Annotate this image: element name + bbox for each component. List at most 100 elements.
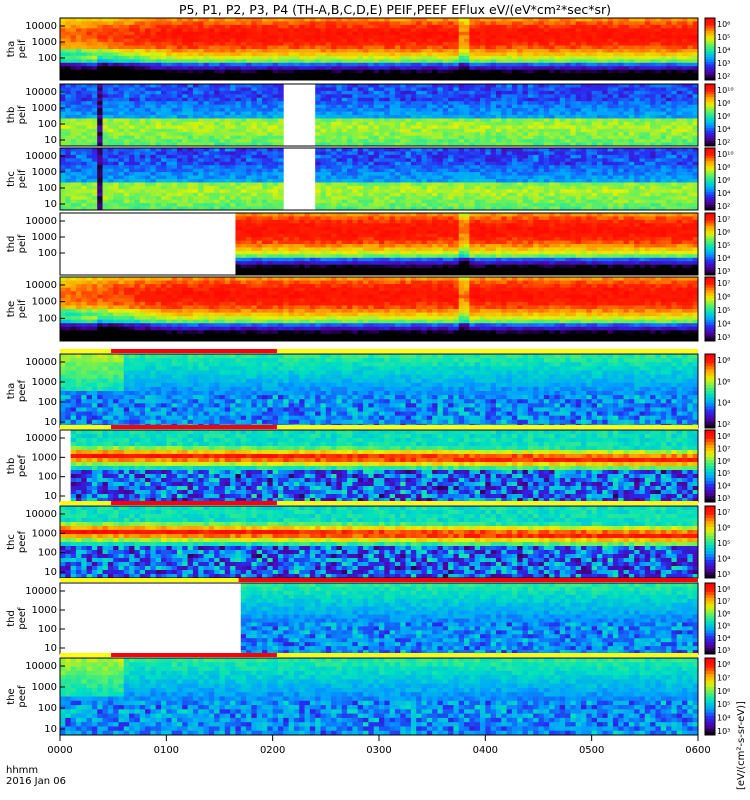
quality-flag-segment — [111, 653, 277, 657]
spectrogram-cells — [240, 583, 699, 655]
panel-thc-peef: 10000 1000 100 10 thcpeef 10⁷ 10⁶ 10⁵ 10⁴ 10³ — [6, 501, 730, 579]
figure-title: P5, P1, P2, P3, P4 (TH-A,B,C,D,E) PEIF,P… — [179, 2, 611, 17]
colorbar-tick-label: 10⁴ — [717, 482, 730, 491]
colorbar-tick-label: 10¹⁰ — [717, 86, 734, 95]
quality-flag-bar — [60, 501, 698, 505]
panel-tha-peif: 10000 1000 100 thapeif 10⁶ 10⁵ 10⁴ 10³ 10² — [6, 17, 730, 81]
colorbar-tick-label: 10⁴ — [717, 125, 730, 134]
y-tick-label: 100 — [38, 313, 57, 324]
colorbar: 10⁷ 10⁶ 10⁵ 10⁴ 10³ — [704, 212, 730, 276]
y-tick-label: 100 — [38, 248, 57, 259]
y-tick-label: 100 — [38, 472, 57, 483]
y-tick-label: 100 — [38, 183, 57, 194]
y-tick-label: 100 — [38, 624, 57, 635]
colorbar-tick-label: 10⁴ — [717, 320, 730, 329]
y-tick-label: 10 — [44, 567, 57, 578]
y-tick-label: 10000 — [25, 661, 57, 672]
quality-flag-bar — [60, 349, 698, 353]
colorbar-tick-label: 10¹⁰ — [717, 150, 734, 159]
colorbar-tick-label: 10⁶ — [717, 524, 730, 533]
colorbar-tick-label: 10⁶ — [717, 687, 730, 696]
y-tick-label: 10000 — [25, 151, 57, 162]
panel-frame — [59, 17, 699, 81]
colorbar-tick-label: 10⁵ — [717, 306, 730, 315]
y-tick-label: 100 — [38, 397, 57, 408]
panel-label: thapeif — [6, 39, 28, 58]
colorbar-tick-label: 10⁶ — [717, 20, 730, 29]
colorbar-tick-label: 10⁴ — [717, 634, 730, 643]
colorbar-tick-label: 10⁸ — [717, 432, 730, 441]
colorbar-tick-label: 10⁶ — [717, 293, 730, 302]
y-tick-label: 10000 — [25, 87, 57, 98]
colorbar-tick-label: 10⁴ — [717, 714, 730, 723]
colorbar-tick-label: 10⁶ — [717, 176, 730, 185]
spectrogram-cells — [70, 430, 699, 503]
colorbar-tick-label: 10² — [717, 420, 730, 429]
colorbar-tick-label: 10⁸ — [717, 660, 730, 669]
y-tick-label: 100 — [38, 53, 57, 64]
quality-flag-segment — [111, 501, 277, 505]
panels-group: 10000 1000 100 thapeif 10⁶ 10⁵ 10⁴ 10³ 10² 10000 1… — [6, 17, 734, 736]
colorbar-tick-label: 10⁵ — [717, 33, 730, 42]
spectrogram-cells — [60, 658, 699, 736]
panel-the-peif: 10000 1000 100 thepeif 10⁷ 10⁶ 10⁵ 10⁴ 10³ — [6, 276, 730, 342]
spectrogram-cells — [60, 277, 699, 342]
y-tick-label: 1000 — [32, 37, 57, 48]
panel-label: thepeif — [6, 299, 28, 318]
y-tick-label: 10 — [44, 199, 57, 210]
y-tick-label: 10000 — [25, 357, 57, 368]
panel-label: thapeef — [6, 379, 28, 402]
colorbar: 10⁸ 10⁷ 10⁶ 10⁵ 10⁴ 10³ — [704, 657, 730, 736]
colorbar: 10⁸ 10⁷ 10⁶ 10⁵ 10⁴ 10³ — [704, 582, 730, 655]
date-label: 2016 Jan 06 — [6, 776, 66, 787]
x-tick-label: 0300 — [366, 745, 391, 756]
colorbar-tick-label: 10⁷ — [717, 215, 730, 224]
panel-thd-peif: 10000 1000 100 thdpeif 10⁷ 10⁶ 10⁵ 10⁴ 10³ — [6, 212, 730, 276]
colorbar-tick-label: 10⁴ — [717, 254, 730, 263]
colorbar-tick-label: 10⁸ — [717, 585, 730, 594]
y-tick-label: 1000 — [32, 103, 57, 114]
panel-thb-peif: 10000 1000 100 10 thbpeif 10¹⁰ 10⁸ 10⁶ 10⁴ 10² — [6, 83, 734, 147]
y-tick-label: 10 — [44, 724, 57, 735]
spectrogram-cells — [235, 213, 699, 276]
y-tick-label: 1000 — [32, 452, 57, 463]
colorbar-tick-label: 10⁵ — [717, 241, 730, 250]
colorbar-tick-label: 10⁴ — [717, 46, 730, 55]
x-tick-label: 0500 — [579, 745, 604, 756]
colorbar-tick-label: 10⁵ — [717, 700, 730, 709]
colorbar-tick-label: 10⁵ — [717, 622, 730, 631]
y-tick-label: 10000 — [25, 586, 57, 597]
y-tick-label: 10 — [44, 491, 57, 502]
quality-flag-segment — [111, 425, 277, 429]
y-tick-label: 100 — [38, 703, 57, 714]
quality-flag-bar — [60, 653, 698, 657]
y-tick-label: 10000 — [25, 509, 57, 520]
panel-label: thbpeef — [6, 454, 28, 477]
time-axis: 0000 0100 0200 0300 0400 0500 0600 — [47, 735, 711, 756]
colorbar-tick-label: 10⁷ — [717, 444, 730, 453]
quality-flag-segment — [238, 578, 698, 582]
colorbar-tick-label: 10⁶ — [717, 609, 730, 618]
y-tick-label: 1000 — [32, 297, 57, 308]
y-tick-label: 1000 — [32, 232, 57, 243]
colorbar-tick-label: 10⁴ — [717, 555, 730, 564]
colorbar-tick-label: 10³ — [717, 267, 730, 276]
panel-tha-peef: 10000 1000 100 10 thapeef 10⁸ 10⁶ 10⁴ 10² — [6, 349, 730, 429]
y-tick-label: 100 — [38, 119, 57, 130]
panel-the-peef: 10000 1000 100 10 thepeef 10⁸ 10⁷ 10⁶ 10⁵ 10⁴ 10³ — [6, 653, 730, 736]
colorbar-tick-label: 10⁶ — [717, 377, 730, 386]
colorbar-tick-label: 10³ — [717, 333, 730, 342]
y-tick-label: 10 — [44, 643, 57, 654]
spectrogram-cells — [60, 18, 699, 81]
y-tick-label: 10000 — [25, 433, 57, 444]
colorbar-tick-label: 10⁷ — [717, 508, 730, 517]
x-tick-label: 0400 — [473, 745, 498, 756]
colorbar-tick-label: 10⁷ — [717, 673, 730, 682]
spectrogram-cells — [60, 354, 699, 429]
colorbar-tick-label: 10⁴ — [717, 189, 730, 198]
panel-frame — [59, 147, 699, 211]
y-tick-label: 10 — [44, 417, 57, 428]
colorbar-tick-label: 10⁷ — [717, 279, 730, 288]
colorbar-tick-label: 10⁸ — [717, 163, 730, 172]
